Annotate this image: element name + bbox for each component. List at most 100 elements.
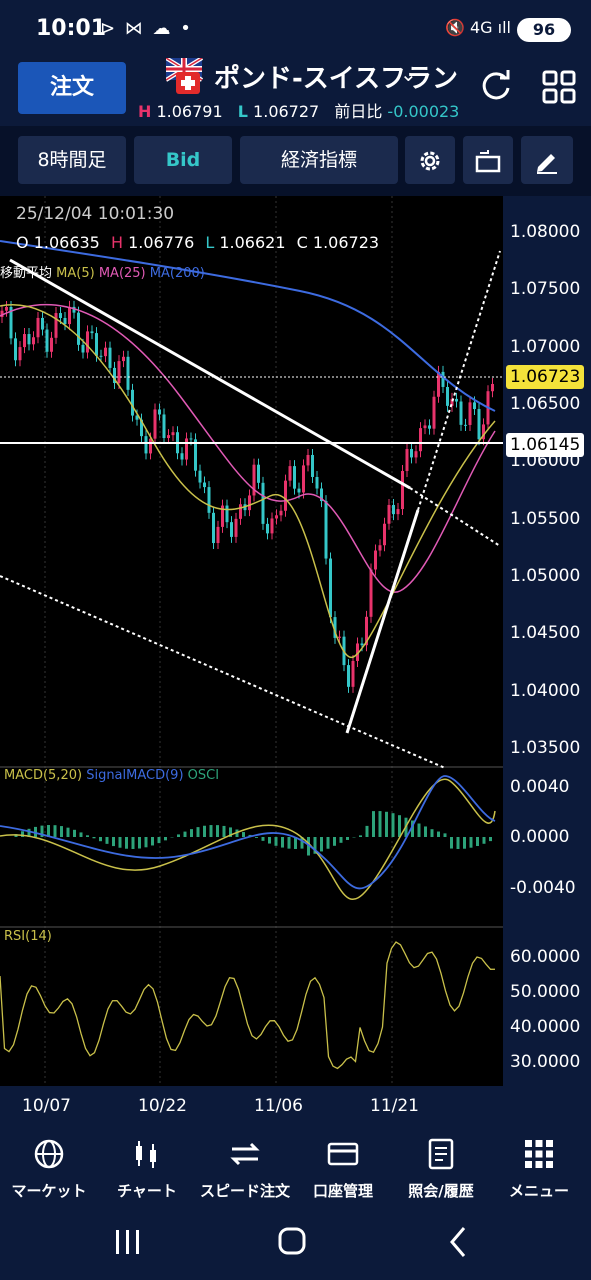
candle	[153, 409, 157, 439]
osci-bar	[450, 837, 453, 849]
candle	[5, 306, 8, 311]
candle	[27, 334, 31, 345]
macd-tick: 0.0040	[510, 777, 570, 797]
candle	[333, 617, 337, 638]
bid-button[interactable]: Bid	[134, 136, 232, 184]
recent-apps-icon[interactable]	[116, 1230, 139, 1254]
osci-bar	[411, 820, 414, 837]
price-tick: 1.05500	[510, 509, 581, 529]
osci-bar	[261, 837, 265, 841]
osci-bar	[47, 825, 50, 837]
candle	[365, 616, 368, 646]
candle	[14, 338, 17, 361]
pair-name[interactable]: ポンド-スイスフラン	[214, 64, 459, 94]
candle	[122, 356, 125, 362]
chart-canvas[interactable]	[0, 196, 503, 1086]
candle	[450, 398, 454, 406]
osci-bar	[437, 831, 440, 837]
signal-icons: 🔇 4G ıll	[444, 18, 511, 37]
low-value: 1.06727	[253, 102, 320, 121]
candle	[477, 409, 481, 440]
osci-bar	[60, 826, 63, 837]
candle	[171, 432, 175, 436]
osci-bar	[183, 831, 187, 837]
date-tick: 10/22	[138, 1096, 187, 1116]
high-value: 1.06791	[156, 102, 223, 121]
candle	[126, 356, 130, 390]
rsi-tick: 60.0000	[510, 947, 581, 967]
candle	[356, 643, 359, 661]
rsi-line	[0, 941, 496, 1070]
chart-area[interactable]	[0, 196, 591, 1126]
rotate-screen-button[interactable]	[463, 136, 513, 184]
nav-label: メニュー	[508, 1182, 569, 1200]
osci-bar	[281, 837, 284, 848]
osci-bar	[346, 837, 349, 840]
nav-speed-order[interactable]: スピード注文	[196, 1126, 294, 1206]
home-icon[interactable]	[278, 1227, 306, 1255]
grid-menu-icon[interactable]	[542, 70, 576, 104]
change-label: 前日比	[334, 102, 383, 121]
nav-chart[interactable]: チャート	[98, 1126, 196, 1206]
osci-bar	[144, 837, 148, 848]
candle	[32, 337, 35, 345]
chart-toolbar: 8時間足 Bid 経済指標	[0, 126, 591, 196]
candle	[419, 428, 422, 452]
macd-legend: MACD(5,20) SignalMACD(9) OSCI	[4, 768, 219, 783]
settings-button[interactable]	[405, 136, 455, 184]
candle	[387, 504, 391, 524]
ma5-label: MA(5)	[56, 266, 95, 281]
nav-menu[interactable]: メニュー	[490, 1126, 588, 1206]
ma-legend: 移動平均 MA(5) MA(25) MA(200)	[0, 262, 205, 281]
candle	[81, 344, 85, 353]
candle	[189, 438, 193, 440]
nav-history[interactable]: 照会/履歴	[392, 1126, 490, 1206]
candle	[315, 476, 319, 489]
osci-bar	[430, 829, 434, 837]
candle	[59, 313, 62, 319]
chevron-down-icon[interactable]: ⌄	[400, 62, 417, 86]
candlestick-icon	[136, 1141, 156, 1168]
candle	[198, 470, 202, 483]
signal-line	[0, 775, 496, 890]
osci-bar	[27, 828, 31, 837]
osci-bar	[66, 827, 70, 837]
osci-bar	[489, 837, 492, 842]
draw-button[interactable]	[521, 136, 573, 184]
indicators-button[interactable]: 経済指標	[240, 136, 398, 184]
candle	[77, 312, 80, 345]
osci-bar	[177, 834, 180, 837]
nav-market[interactable]: マーケット	[0, 1126, 98, 1206]
ma200-line	[0, 240, 496, 412]
candle	[95, 333, 98, 356]
line-price-badge: 1.06145	[506, 433, 585, 457]
osci-bar	[294, 837, 297, 849]
candle	[473, 402, 476, 410]
osci-bar	[359, 835, 362, 837]
osci-bar	[255, 837, 258, 838]
nav-account[interactable]: 口座管理	[294, 1126, 392, 1206]
refresh-icon[interactable]	[478, 68, 514, 104]
timeframe-button[interactable]: 8時間足	[18, 136, 126, 184]
candle	[432, 396, 436, 429]
candle	[360, 643, 364, 646]
candle	[99, 355, 103, 357]
osci-bar	[326, 837, 330, 849]
candle	[86, 331, 89, 353]
candle	[347, 665, 350, 687]
candle	[167, 435, 170, 439]
back-icon[interactable]	[450, 1227, 466, 1257]
candle	[401, 470, 404, 510]
date-tick: 11/21	[370, 1096, 419, 1116]
order-button[interactable]: 注文	[18, 62, 126, 114]
candle	[302, 465, 305, 493]
open-label: O	[16, 233, 29, 252]
candle	[270, 518, 274, 534]
candle	[306, 454, 310, 466]
osci-bar	[378, 811, 382, 837]
candle	[144, 436, 148, 454]
osci-bar	[216, 825, 219, 837]
rsi-tick: 40.0000	[510, 1017, 581, 1037]
candle	[410, 448, 413, 458]
low-label: L	[205, 233, 215, 252]
